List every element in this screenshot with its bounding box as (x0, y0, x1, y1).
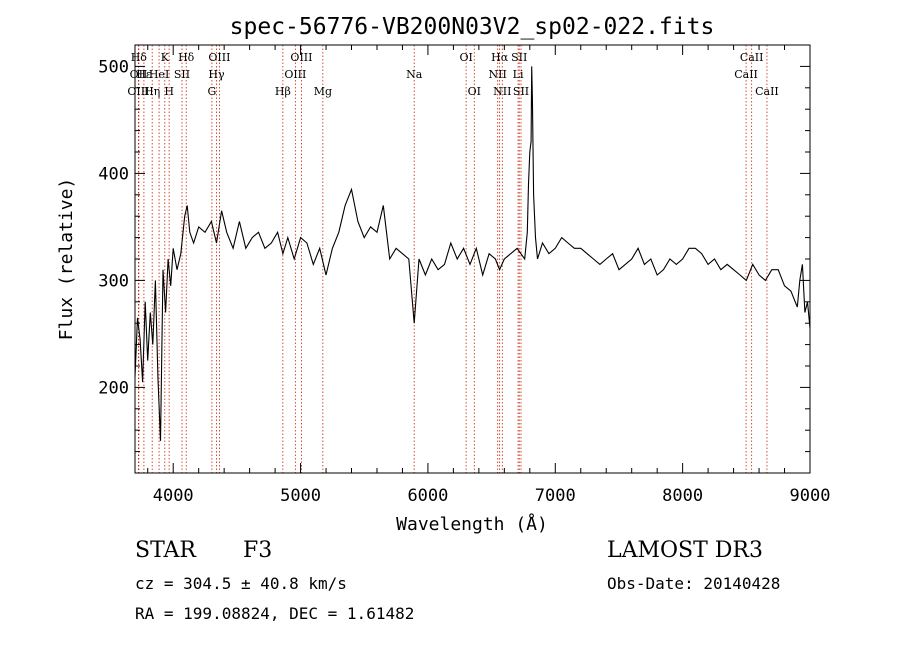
survey-name: LAMOST DR3 (607, 538, 763, 563)
x-tick-label-5000: 5000 (280, 486, 321, 506)
line-label-20: Hα (491, 51, 509, 64)
line-label-1: OII (130, 68, 148, 81)
line-label-13: Hβ (275, 85, 291, 98)
line-label-18: OI (459, 51, 472, 64)
line-label-12: G (208, 85, 217, 98)
x-tick-label-4000: 4000 (153, 486, 194, 506)
x-tick-label-6000: 6000 (407, 486, 448, 506)
x-axis-label: Wavelength (Å) (396, 513, 548, 535)
y-tick-label-500: 500 (98, 57, 129, 77)
line-label-2: OIII (127, 85, 149, 98)
line-label-19: OI (468, 85, 481, 98)
line-label-10: OIII (208, 51, 230, 64)
line-label-26: CaII (740, 51, 764, 64)
y-tick-label-300: 300 (98, 271, 129, 291)
line-label-3: Hε (136, 68, 152, 81)
line-label-15: OIII (284, 68, 306, 81)
line-label-22: NII (493, 85, 511, 98)
line-label-9: Hδ (178, 51, 195, 64)
object-class: STAR (135, 538, 196, 563)
y-tick-label-200: 200 (98, 378, 129, 398)
line-label-21: NII (489, 68, 507, 81)
redshift-readout: cz = 304.5 ± 40.8 km/s (135, 574, 347, 593)
line-label-27: CaII (734, 68, 758, 81)
line-label-4: Hη (144, 85, 160, 98)
x-tick-label-7000: 7000 (535, 486, 576, 506)
obs-date: Obs-Date: 20140428 (607, 574, 781, 593)
coordinates-readout: RA = 199.08824, DEC = 1.61482 (135, 604, 415, 623)
line-label-25: SII (513, 85, 529, 98)
subclass: F3 (243, 538, 273, 563)
y-axis-label: Flux (relative) (56, 178, 77, 341)
y-tick-label-400: 400 (98, 164, 129, 184)
y-axis: 200 300 400 500 (98, 57, 810, 453)
line-label-16: Mg (314, 85, 332, 98)
x-tick-label-9000: 9000 (790, 486, 831, 506)
x-axis: 4000 5000 6000 7000 8000 9000 (147, 45, 831, 506)
line-label-14: OIII (290, 51, 312, 64)
x-tick-label-8000: 8000 (662, 486, 703, 506)
line-label-6: K (161, 51, 170, 64)
line-label-8: SII (174, 68, 190, 81)
chart-title: spec-56776-VB200N03V2_sp02-022.fits (230, 14, 715, 40)
line-label-28: CaII (755, 85, 779, 98)
emission-line-markers (138, 45, 768, 473)
line-label-24: Li (513, 68, 524, 81)
line-label-17: Na (406, 68, 423, 81)
line-label-5: HeI (149, 68, 169, 81)
line-label-11: Hγ (208, 68, 225, 81)
line-label-0: Hδ (131, 51, 148, 64)
line-label-7: H (164, 85, 174, 98)
spectrum-line (134, 66, 811, 441)
line-label-23: SII (511, 51, 527, 64)
